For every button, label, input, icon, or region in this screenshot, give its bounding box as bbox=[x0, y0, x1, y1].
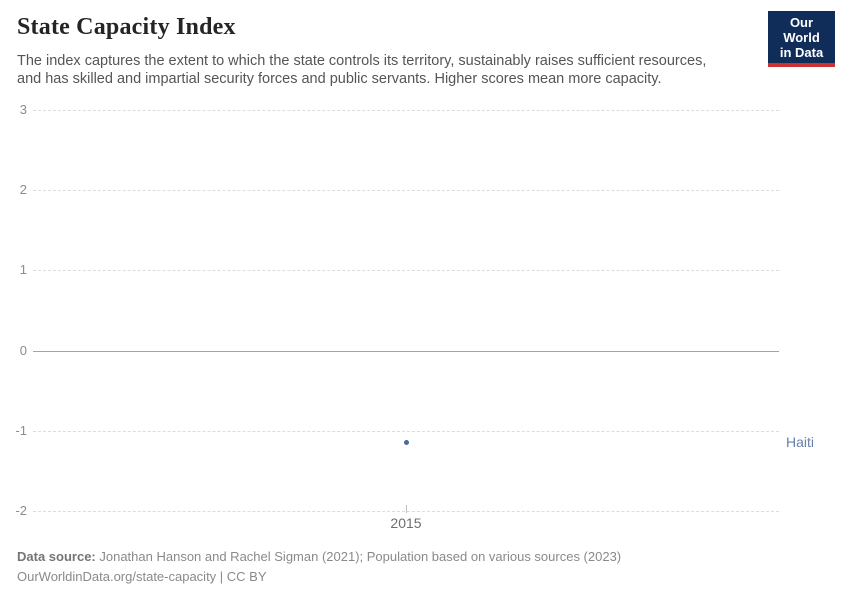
owid-logo[interactable]: Our World in Data bbox=[768, 11, 835, 67]
y-axis-tick-label: -1 bbox=[15, 422, 27, 438]
zero-gridline bbox=[33, 350, 779, 352]
chart-subtitle: The index captures the extent to which t… bbox=[17, 52, 777, 88]
data-source-label: Data source: bbox=[17, 549, 96, 564]
chart-footer: Data source: Jonathan Hanson and Rachel … bbox=[17, 547, 621, 587]
data-source-line: Data source: Jonathan Hanson and Rachel … bbox=[17, 547, 621, 567]
y-axis-tick-label: 1 bbox=[19, 262, 27, 278]
owid-logo-line2: in Data bbox=[779, 45, 824, 60]
y-axis-tick-label: 0 bbox=[19, 342, 27, 358]
series-label-haiti[interactable]: Haiti bbox=[786, 433, 815, 450]
gridline bbox=[33, 270, 779, 272]
y-axis-tick-label: 2 bbox=[19, 182, 27, 198]
data-source-text: Jonathan Hanson and Rachel Sigman (2021)… bbox=[95, 549, 622, 564]
y-axis-tick-label: -2 bbox=[15, 503, 27, 518]
owid-logo-line1: Our World bbox=[783, 15, 820, 45]
x-axis-tick-mark bbox=[406, 505, 407, 513]
plot-area: 3 2 1 0 -1 -2 2015 Haiti bbox=[15, 102, 814, 531]
chart-subtitle-line2: and has skilled and impartial security f… bbox=[17, 71, 662, 87]
gridline bbox=[33, 110, 779, 111]
chart-title: State Capacity Index bbox=[17, 14, 236, 40]
gridline bbox=[33, 430, 779, 432]
gridline bbox=[33, 190, 779, 192]
chart-subtitle-line1: The index captures the extent to which t… bbox=[17, 53, 707, 69]
x-axis-tick-label: 2015 bbox=[390, 515, 422, 531]
license-line: OurWorldinData.org/state-capacity | CC B… bbox=[17, 569, 267, 584]
data-point-haiti[interactable] bbox=[403, 440, 409, 446]
y-axis-tick-label: 3 bbox=[19, 102, 27, 117]
